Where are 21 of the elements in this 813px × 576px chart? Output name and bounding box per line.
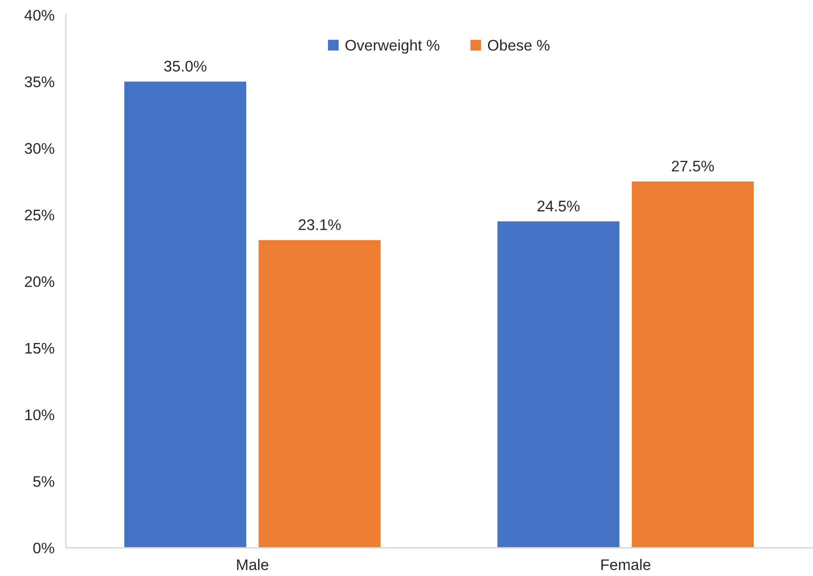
y-tick-label: 5% — [33, 476, 54, 487]
data-label: 35.0% — [164, 60, 206, 72]
data-label: 23.1% — [298, 219, 341, 230]
x-tick-label: Male — [237, 558, 268, 570]
bar — [124, 82, 246, 548]
y-tick-label: 30% — [24, 143, 54, 154]
bar — [258, 240, 381, 548]
y-tick-label: 10% — [25, 409, 54, 420]
data-label: 24.5% — [538, 200, 580, 212]
y-tick-label: 20% — [24, 276, 54, 288]
y-tick-label: 0% — [33, 542, 54, 554]
x-tick-label: Female — [601, 558, 650, 570]
y-tick-label: 25% — [24, 210, 54, 220]
legend-label: Overweight % — [346, 39, 440, 54]
y-tick-label: 35% — [24, 76, 54, 88]
y-tick-label: 40% — [24, 10, 54, 21]
bar — [497, 221, 620, 548]
legend-label: Obese % — [488, 39, 550, 51]
bar — [632, 181, 754, 548]
y-tick-label: 15% — [25, 342, 54, 354]
data-label: 27.5% — [672, 160, 714, 172]
